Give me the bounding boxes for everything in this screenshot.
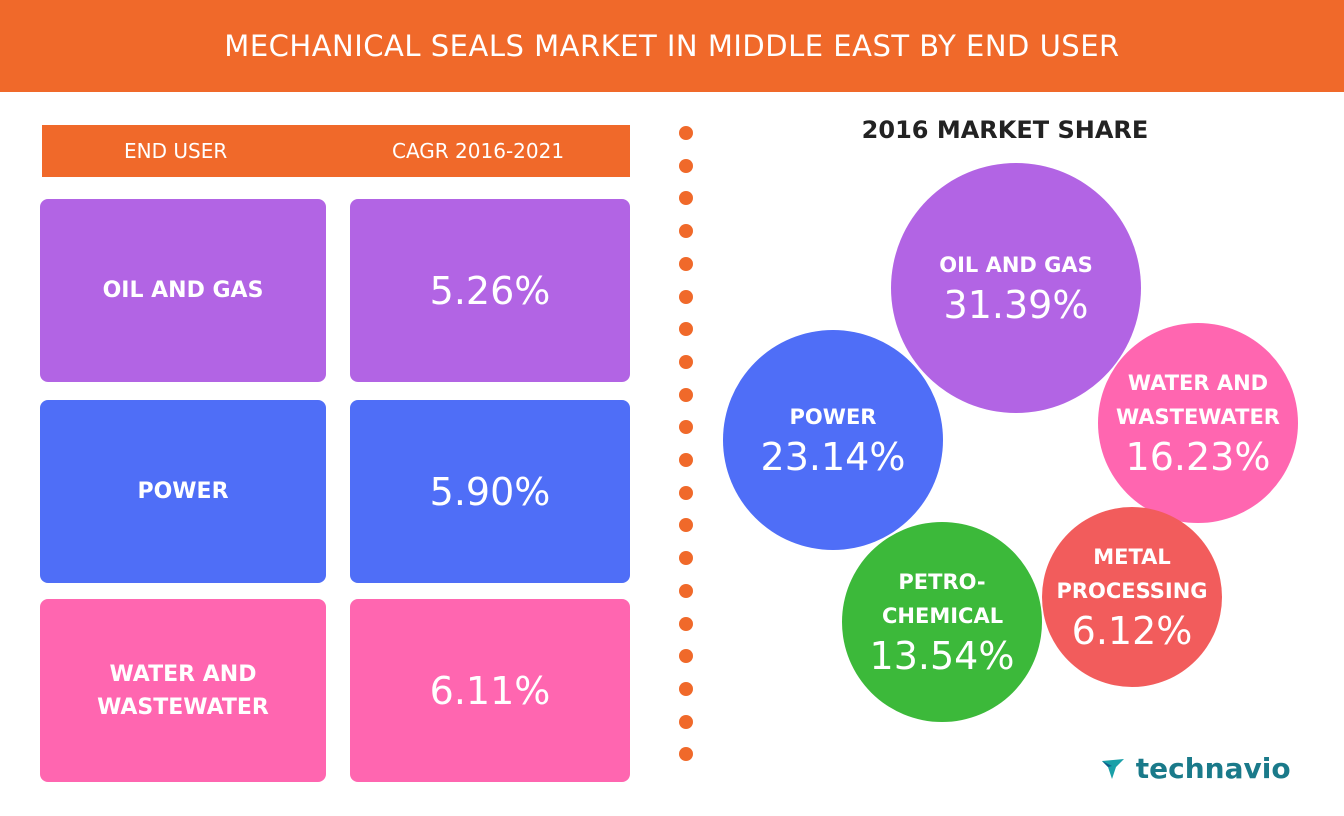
market-share-bubble: OIL AND GAS 31.39% (891, 163, 1141, 413)
divider-dot (679, 256, 693, 271)
divider-dot (679, 191, 693, 206)
bubble-value: 13.54% (869, 633, 1015, 678)
market-share-bubble: METAL PROCESSING 6.12% (1042, 507, 1222, 687)
bubble-label: POWER (789, 405, 877, 430)
divider-dot (679, 485, 693, 500)
divider-dot (679, 714, 693, 729)
bubble-value: 6.12% (1071, 608, 1193, 653)
row-label: POWER (40, 400, 326, 583)
bubble-value: 23.14% (760, 434, 906, 479)
row-label: OIL AND GAS (40, 199, 326, 382)
row-value: 5.26% (350, 199, 630, 382)
divider-dot (679, 616, 693, 631)
brand-logo: technavio (1100, 752, 1291, 785)
row-value: 6.11% (350, 599, 630, 782)
divider-dot (679, 518, 693, 533)
logo-icon (1102, 759, 1124, 779)
divider-dot (679, 322, 693, 337)
divider-dot (679, 681, 693, 696)
divider-dot (679, 583, 693, 598)
column-header: END USER (124, 139, 228, 163)
bubble-label: METAL PROCESSING (1056, 545, 1208, 603)
bubble-label: PETRO-CHEMICAL (882, 570, 1004, 628)
bubble-label: OIL AND GAS (939, 253, 1093, 278)
bubble-label: WATER AND WASTEWATER (1116, 371, 1280, 429)
row-value: 5.90% (350, 400, 630, 583)
divider-dot (679, 126, 693, 140)
divider-dot (679, 224, 693, 239)
market-share-bubble: POWER 23.14% (723, 330, 943, 550)
market-share-bubble: PETRO-CHEMICAL 13.54% (842, 522, 1042, 722)
divider-dot (679, 158, 693, 173)
divider-dot (679, 551, 693, 566)
column-header: CAGR 2016-2021 (392, 139, 565, 163)
divider-dot (679, 453, 693, 467)
logo-text: technavio (1135, 752, 1291, 785)
bubble-value: 16.23% (1125, 434, 1271, 479)
market-share-title: 2016 MARKET SHARE (861, 116, 1149, 144)
row-label: WATER AND WASTEWATER (40, 599, 326, 782)
divider-dot (679, 289, 693, 304)
divider-dot (679, 387, 693, 402)
table-header: END USER CAGR 2016-2021 (42, 125, 630, 177)
divider-dot (679, 420, 693, 435)
divider-dot (679, 649, 693, 664)
divider-dot (679, 747, 693, 762)
divider-dot (679, 354, 693, 369)
header-title: MECHANICAL SEALS MARKET IN MIDDLE EAST B… (0, 0, 1344, 92)
bubble-value: 31.39% (943, 282, 1089, 327)
market-share-bubble: WATER AND WASTEWATER 16.23% (1098, 323, 1298, 523)
